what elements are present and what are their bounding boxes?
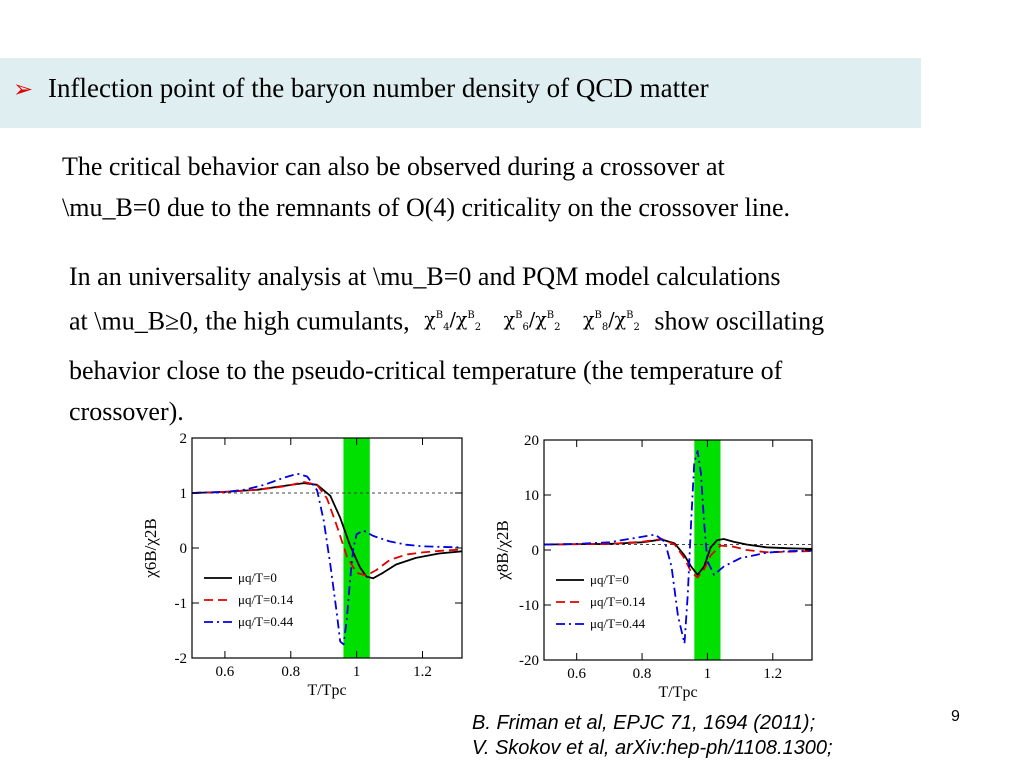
series-group: [544, 450, 812, 645]
paragraph-line: The critical behavior can also be observ…: [62, 152, 725, 181]
paragraph-line-start: at \mu_B≥0, the high cumulants,: [69, 306, 410, 336]
arrow-bullet-icon: ➢: [13, 75, 34, 103]
y-tick-label: 0: [532, 543, 540, 559]
legend-label: μq/T=0: [238, 570, 277, 585]
x-tick-label: 0.8: [281, 664, 300, 680]
reference-skokov: V. Skokov et al, arXiv:hep-ph/1108.1300;: [472, 737, 833, 759]
x-tick-label: 1: [704, 666, 712, 682]
page-number: 9: [951, 708, 960, 725]
y-tick-label: 1: [180, 486, 188, 502]
y-tick-label: -2: [175, 651, 188, 667]
x-axis-label: T/Tpc: [658, 684, 697, 701]
paragraph-line: at \mu_B≥0, the high cumulants, χB4/χB2 …: [69, 297, 1019, 350]
series-line: [192, 482, 462, 580]
paragraph-line: behavior close to the pseudo-critical te…: [69, 356, 783, 386]
reference-list: B. Friman et al, EPJC 71, 1694 (2011); V…: [472, 711, 833, 761]
x-tick-label: 1.2: [763, 666, 782, 682]
series-line: [192, 481, 462, 577]
x-tick-label: 1.2: [413, 664, 432, 680]
x-tick-label: 0.6: [216, 664, 235, 680]
y-tick-label: 20: [524, 433, 539, 449]
y-axis-label: χ6B/χ2B: [141, 518, 160, 579]
header-bar: [0, 58, 921, 128]
legend-label: μq/T=0.14: [590, 594, 646, 609]
series-group: [192, 472, 462, 646]
critical-band: [343, 438, 370, 658]
series-line: [192, 472, 462, 646]
y-tick-label: 10: [524, 488, 539, 504]
y-tick-label: -10: [519, 598, 539, 614]
y-tick-label: -20: [519, 653, 539, 669]
chi6-ratio-formula: χB6/χB2: [503, 308, 561, 334]
series-line: [544, 538, 812, 576]
y-tick-label: -1: [175, 596, 188, 612]
critical-band: [694, 440, 721, 660]
y-tick-label: 0: [180, 541, 188, 557]
slide-title: Inflection point of the baryon number de…: [48, 73, 709, 103]
x-axis-label: T/Tpc: [307, 682, 346, 699]
reference-friman: B. Friman et al, EPJC 71, 1694 (2011);: [472, 712, 816, 734]
paragraph-line: In an universality analysis at \mu_B=0 a…: [69, 262, 781, 291]
y-tick-label: 2: [180, 431, 188, 447]
paragraph-line: crossover).: [69, 397, 184, 427]
legend-label: μq/T=0.44: [590, 616, 646, 631]
chi4-ratio-formula: χB4/χB2: [424, 308, 482, 334]
paragraph-universality: In an universality analysis at \mu_B=0 a…: [69, 256, 1019, 432]
paragraph-crossover: The critical behavior can also be observ…: [62, 146, 1024, 228]
plot-frame: [543, 439, 813, 661]
x-tick-label: 1: [353, 664, 361, 680]
series-line: [544, 450, 812, 645]
chi8-ratio-formula: χB8/χB2: [583, 308, 640, 334]
chi8-chart: 0.6 0.8 1 1.2 20 10 0 -10 -20 T/Tpc χ8B/χ2B μq/T=0 μ…: [493, 433, 813, 701]
paragraph-line-end: show oscillating: [654, 306, 825, 336]
legend-label: μq/T=0: [590, 572, 629, 587]
x-tick-label: 0.6: [567, 666, 586, 682]
legend-label: μq/T=0.44: [238, 614, 294, 629]
chi6-chart: 0.6 0.8 1 1.2 2 1 0 -1 -2 T/Tpc χ6B/χ2B μq/T=0 μq/T=…: [141, 431, 463, 699]
paragraph-line: \mu_B=0 due to the remnants of O(4) crit…: [62, 193, 791, 222]
x-tick-label: 0.8: [633, 666, 652, 682]
legend-label: μq/T=0.14: [238, 592, 294, 607]
y-axis-label: χ8B/χ2B: [493, 520, 512, 581]
